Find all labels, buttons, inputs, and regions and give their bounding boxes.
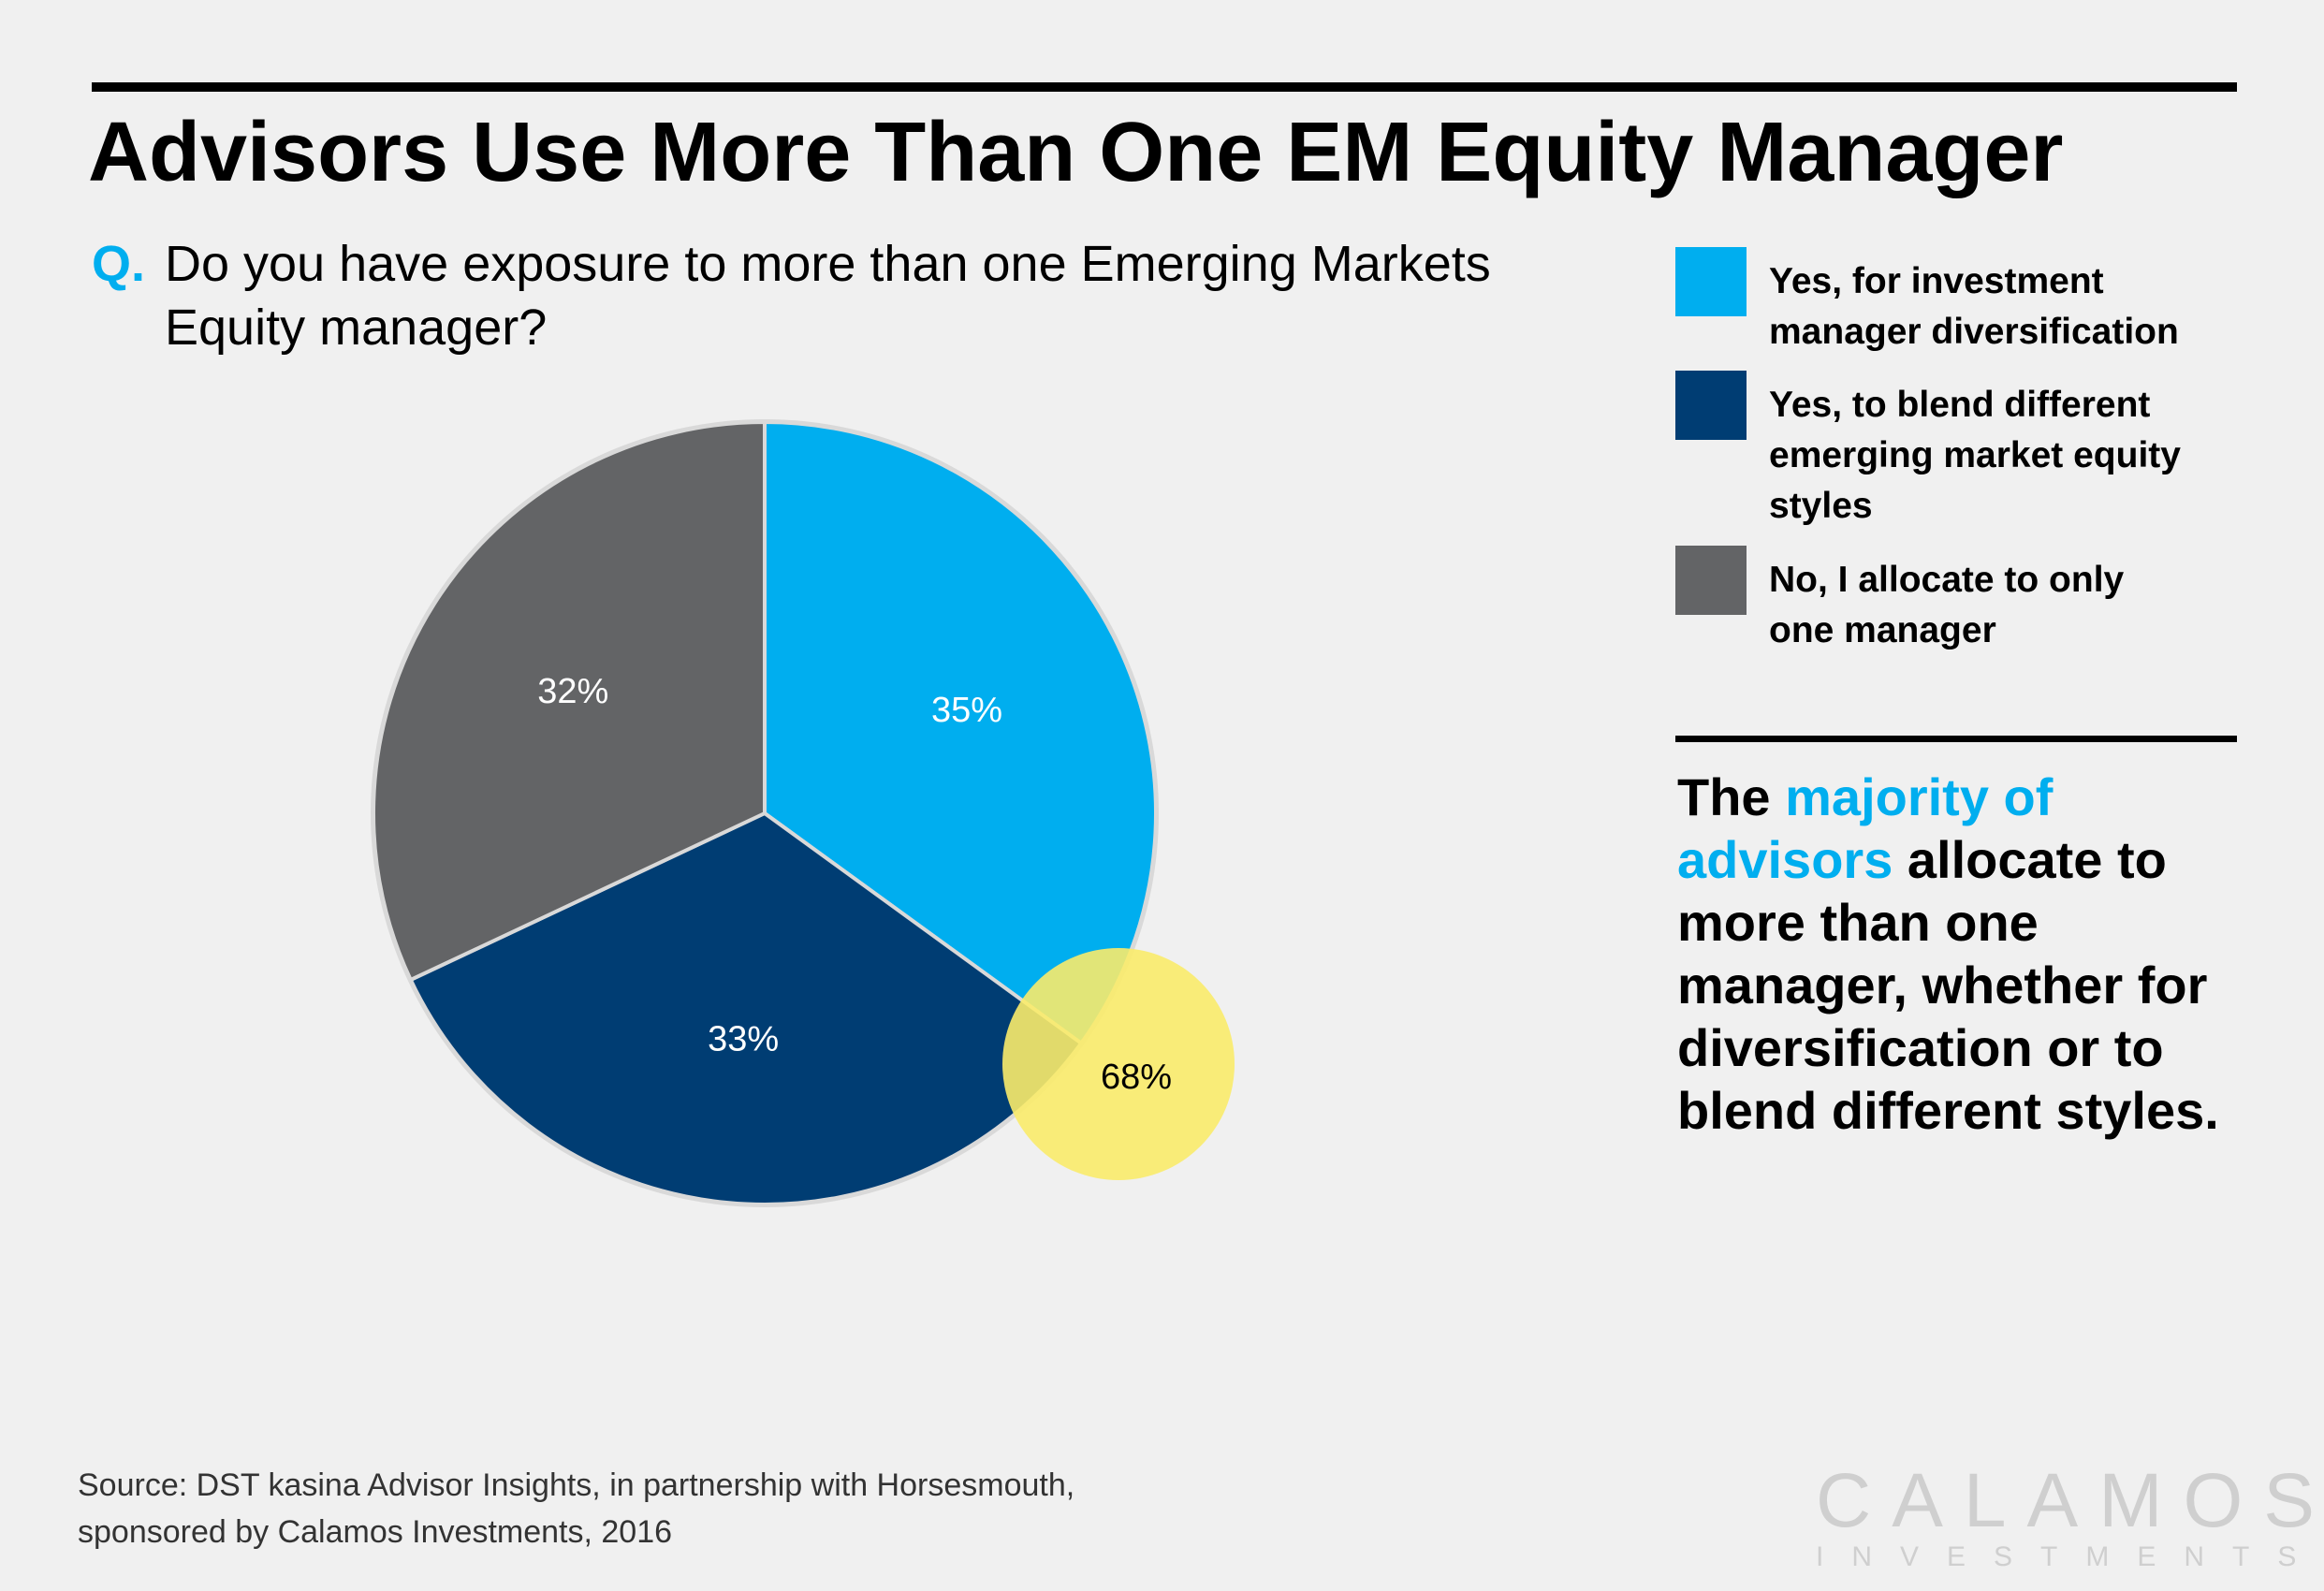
source-line-2: sponsored by Calamos Investments, 2016 — [78, 1514, 673, 1550]
legend-item-diversification: Yes, for investment manager diversificat… — [1675, 247, 2256, 358]
callout-rule — [1675, 736, 2237, 742]
callout-part2: allocate to more than one manager, wheth… — [1677, 830, 2219, 1140]
callout-part1: The — [1677, 767, 1786, 826]
calamos-logo: CALAMOS INVESTMENTS — [1816, 1463, 2324, 1573]
callout-highlight: majority of advisors — [1677, 767, 2054, 889]
page-title: Advisors Use More Than One EM Equity Man… — [88, 106, 2064, 199]
legend-label: Yes, for investment manager diversificat… — [1769, 261, 2179, 352]
legend-item-blend: Yes, to blend different emerging market … — [1675, 371, 2181, 532]
slice-label-0: 35% — [931, 691, 1002, 730]
slice-label-2: 32% — [537, 672, 608, 711]
pie-slice-2 — [371, 419, 767, 983]
legend-swatch — [1675, 546, 1747, 615]
survey-question: Q. Do you have exposure to more than one… — [92, 232, 1552, 359]
source-note: Source: DST kasina Advisor Insights, in … — [78, 1462, 1074, 1555]
legend-swatch — [1675, 247, 1747, 316]
pie-slice-1 — [408, 810, 1084, 1206]
legend-label: Yes, to blend different emerging market … — [1769, 385, 2181, 526]
logo-wordmark: CALAMOS — [1816, 1458, 2324, 1543]
question-text: Do you have exposure to more than one Em… — [165, 236, 1491, 356]
source-line-1: Source: DST kasina Advisor Insights, in … — [78, 1467, 1075, 1503]
logo-subtitle: INVESTMENTS — [1816, 1541, 2324, 1572]
callout-text: The majority of advisors allocate to mor… — [1677, 766, 2239, 1142]
slice-label-1: 33% — [708, 1019, 779, 1058]
question-prefix: Q. — [92, 236, 146, 292]
legend-label: No, I allocate to only one manager — [1769, 560, 2125, 650]
top-rule — [92, 82, 2237, 92]
pie-slice-0 — [763, 419, 1158, 1046]
legend-swatch — [1675, 371, 1747, 440]
highlight-label: 68% — [1101, 1058, 1172, 1097]
legend-item-one-manager: No, I allocate to only one manager — [1675, 546, 2162, 656]
highlight-bubble — [1002, 948, 1235, 1180]
